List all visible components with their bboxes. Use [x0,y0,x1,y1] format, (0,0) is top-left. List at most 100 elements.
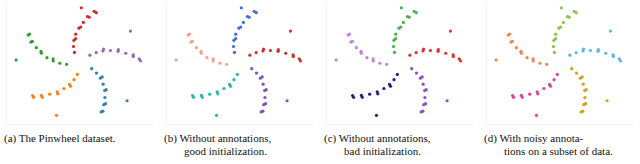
point [584,102,587,105]
x-axis [327,124,475,125]
point [205,56,208,59]
point [124,52,127,55]
point [88,54,91,57]
point [552,45,555,48]
point [408,54,411,57]
caption: (a) The Pinwheel dataset. [4,132,116,145]
point [389,85,392,88]
point [553,51,556,54]
point [582,83,585,86]
point [234,33,237,36]
point [352,96,355,99]
point [27,34,30,37]
point [242,21,245,24]
point [575,71,578,74]
caption: (c) Without annotations,bad initializati… [324,132,431,157]
point [365,56,368,59]
point [41,96,44,99]
point [509,40,512,43]
point [562,21,565,24]
point [109,49,112,52]
point [95,51,98,54]
point [429,49,432,52]
point [189,40,192,43]
point [382,87,385,90]
point [65,63,68,66]
point [410,67,413,70]
point [394,33,397,36]
point [494,58,497,61]
point [334,58,337,61]
point [449,29,452,32]
axis-line [486,3,487,125]
point [45,56,48,59]
point [437,48,440,51]
point [261,75,264,78]
point [74,37,77,40]
point [507,34,510,37]
point [261,110,264,113]
point [39,50,42,53]
point [521,96,524,99]
point [265,88,268,91]
point [396,73,399,76]
point [347,34,350,37]
point [269,49,272,52]
point [393,51,396,54]
point [570,67,573,70]
point [536,92,539,95]
point [399,25,402,28]
y-axis [6,3,7,125]
point [515,46,518,49]
point [531,57,534,60]
x-axis [487,124,635,125]
axis-line [167,124,315,125]
point [48,93,51,96]
point [361,96,364,99]
point [375,114,378,117]
caption: (b) Without annotations,good initializat… [164,132,271,157]
point [566,15,569,18]
point [72,78,75,81]
point [215,114,218,117]
point [80,6,83,9]
panel [7,3,155,125]
point [211,57,214,60]
point [56,92,59,95]
point [559,25,562,28]
point [512,96,515,99]
point [248,54,251,57]
point [549,85,552,88]
y-axis [486,3,487,125]
point [62,87,65,90]
point [101,75,104,78]
x-axis [7,124,155,125]
point [285,99,288,102]
point [225,63,228,66]
point [406,15,409,18]
point [528,93,531,96]
point [262,83,265,86]
point [90,67,93,70]
point [14,58,17,61]
point [69,85,72,88]
points [174,6,302,117]
point [195,46,198,49]
point [421,75,424,78]
point [425,88,428,91]
point [597,48,600,51]
panel [327,3,475,125]
axis-line [326,3,327,125]
point [138,57,141,60]
point [413,10,416,13]
points [14,6,142,117]
point [117,48,120,51]
point [402,21,405,24]
point [298,57,301,60]
point [609,29,612,32]
point [519,50,522,53]
point [216,92,219,95]
point [95,71,98,74]
point [73,51,76,54]
point [132,53,135,56]
